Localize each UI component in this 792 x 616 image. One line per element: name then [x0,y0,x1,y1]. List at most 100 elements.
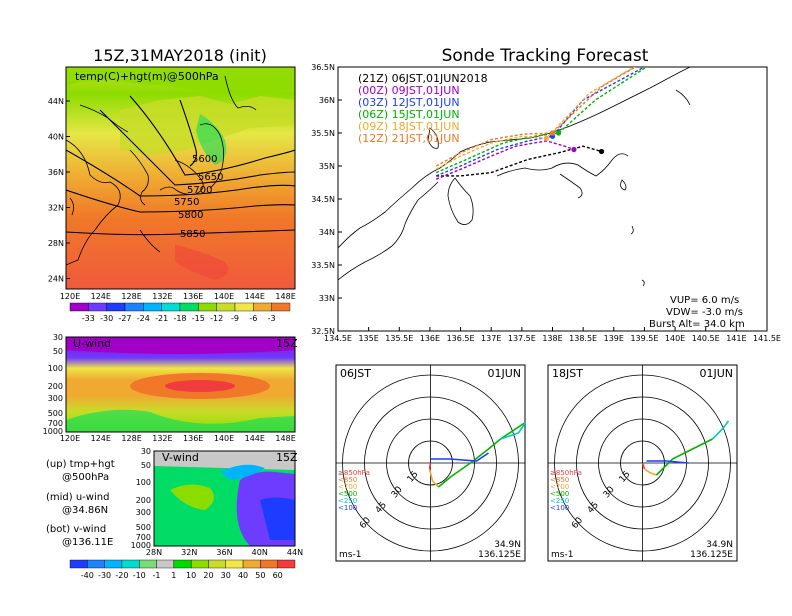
trajectory-line [436,145,602,177]
track-legend-entry: (21Z) 06JST,01JUN2018 [358,72,488,85]
colorbar-swatch [69,302,89,312]
track-legend-entry: (03Z) 12JST,01JUN [358,96,460,109]
colorbar-swatch [156,559,175,569]
hodograph-trace [644,468,657,476]
colorbar-500hpa [69,302,291,312]
burst-point [571,146,577,153]
tick-label: 50 [53,347,63,356]
tick-label: 135.5E [385,334,413,343]
tick-label: 34N [319,228,335,237]
colorbar-swatch [139,559,157,569]
level-legend-entry: <850 [550,476,569,484]
hodograph-trace [428,468,440,488]
tick-label: 144E [245,434,265,443]
burst-point [598,148,605,155]
colorbar-swatch [253,302,272,312]
tick-label: 136E [183,292,203,301]
contour-label: 5600 [192,154,217,165]
colorbar-swatch [190,559,209,569]
colorbar-label: -20 [115,571,128,580]
level-legend-entry: ≥850hPa [550,469,582,477]
tick-label: 36N [216,548,232,557]
left-title: 15Z,31MAY2018 (init) [93,46,267,65]
tick-label: 132E [152,434,172,443]
colorbar-swatch [198,302,217,312]
hodograph-date: 01JUN [487,367,521,380]
tick-label: 32N [48,204,64,213]
colorbar-label: -27 [118,314,131,323]
tick-label: 124E [91,434,111,443]
tick-label: 100 [48,364,63,373]
hodograph-trace [437,422,525,488]
tick-label: 28N [48,239,64,248]
level-legend-entry: <850 [338,476,357,484]
coastline [338,67,691,287]
tick-label: 33N [319,294,335,303]
tick-label: 139.5E [630,334,658,343]
level-legend-entry: <700 [338,483,357,491]
tick-label: 132E [152,292,172,301]
tick-label: 36N [48,168,64,177]
hodograph-time: 06JST [340,367,371,380]
tick-label: 700 [136,533,151,542]
tick-label: 30 [53,333,63,342]
tick-label: 700 [48,419,63,428]
tick-label: 300 [136,508,151,517]
vup-text: VUP= 6.0 m/s [670,295,739,306]
tick-label: 32.5N [311,327,335,336]
contour-label: 5700 [187,185,212,196]
track-legend-entry: (12Z) 21JST,01JUN [358,132,460,145]
hodograph-trace [711,420,730,440]
colorbar-label: 60 [273,571,283,580]
colorbar-swatch [121,559,140,569]
contour-label: 5800 [178,210,203,221]
tick-label: 140.5E [692,334,720,343]
hodograph-trace [641,462,646,470]
level-legend-entry: <700 [550,483,569,491]
colorbar-label: -33 [82,314,95,323]
contour-5800 [66,189,295,213]
colorbar-wind [69,559,296,569]
trajectory-line [435,67,648,174]
colorbar-label: -15 [192,314,205,323]
tick-label: 138.5E [569,334,597,343]
tick-label: 32N [181,548,197,557]
tick-label: 138E [542,334,562,343]
right-title: Sonde Tracking Forecast [442,46,649,66]
contour-5750 [66,149,295,197]
colorbar-label: 50 [255,571,265,580]
tick-label: 135E [358,334,378,343]
hodograph-time: 18JST [552,367,583,380]
level-legend-entry: <250 [338,497,357,505]
unit-label: ms-1 [551,550,573,560]
note: (mid) u-wind [46,492,109,503]
tick-label: 140E [214,434,234,443]
colorbar-label: -30 [100,314,113,323]
tick-label: 44N [48,97,64,106]
colorbar-swatch [106,302,126,312]
tick-label: 148E [275,292,295,301]
colorbar-swatch [87,559,105,569]
hodograph-trace [428,462,432,470]
colorbar-label: 20 [203,571,213,580]
tick-label: 136E [420,334,440,343]
level-legend-entry: <100 [338,504,357,512]
tick-label: 1000 [131,541,151,550]
colorbar-label: -40 [81,571,94,580]
colorbar-label: -18 [173,314,186,323]
note: (up) tmp+hgt [46,459,115,470]
colorbar-label: 30 [221,571,231,580]
tick-label: 1000 [43,427,63,436]
trajectory-line [435,67,637,167]
contour-label: 5850 [180,229,205,240]
colorbar-swatch [260,559,278,569]
tick-label: 140E [665,334,685,343]
tick-label: 136E [183,434,203,443]
tick-label: 200 [136,496,151,505]
panel-notes: (up) tmp+hgt @500hPa (mid) u-wind @34.86… [46,459,115,548]
colorbar-swatch [88,302,107,312]
lat-label: 34.9N [706,540,733,550]
